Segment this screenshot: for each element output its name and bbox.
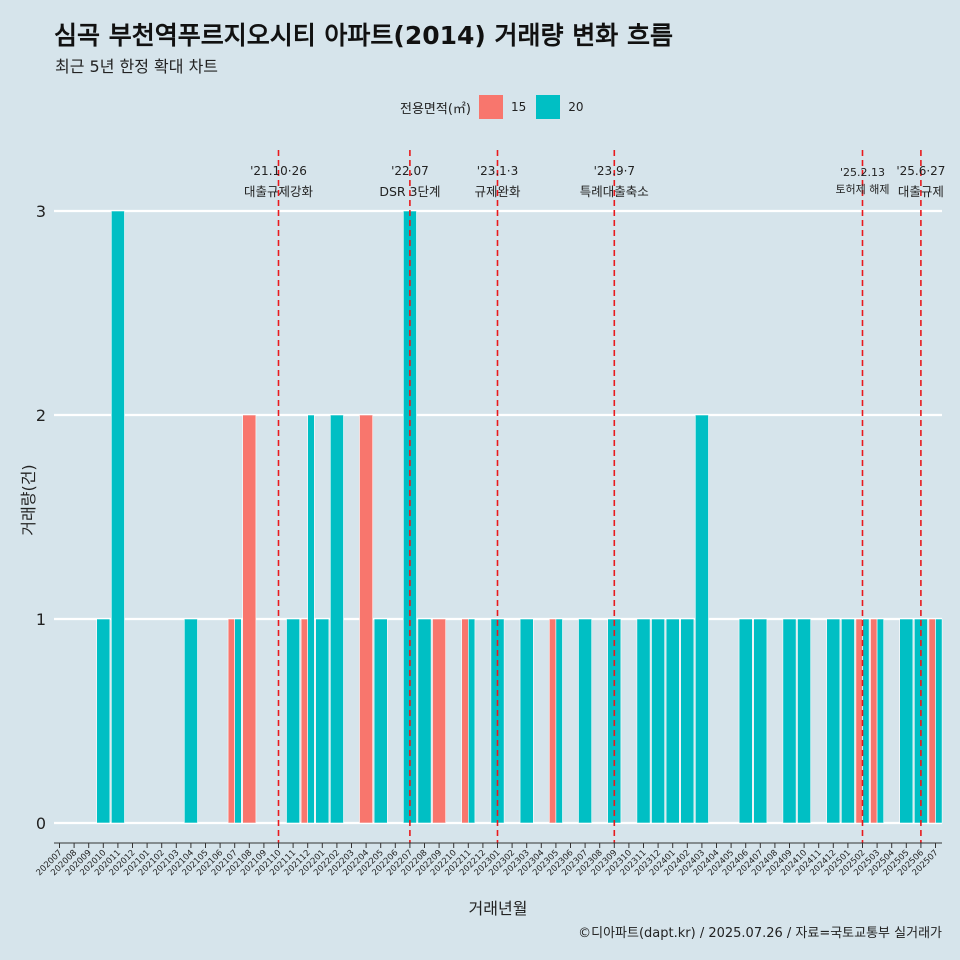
y-tick-label: 0 xyxy=(36,814,46,833)
event-label: 특례대출축소 xyxy=(580,184,649,199)
bar-15 xyxy=(432,618,446,824)
bar-15 xyxy=(227,618,236,824)
legend-label-20: 20 xyxy=(568,100,584,114)
bar-15 xyxy=(461,618,469,824)
bar-20 xyxy=(234,618,242,824)
bar-20 xyxy=(680,618,695,824)
y-tick-label: 2 xyxy=(36,406,46,425)
bar-20 xyxy=(665,618,680,824)
bar-15 xyxy=(300,618,309,824)
bar-20 xyxy=(738,618,753,824)
bar-20 xyxy=(578,618,592,824)
bar-20 xyxy=(96,618,111,824)
bar-15 xyxy=(242,414,257,824)
bar-20 xyxy=(797,618,811,824)
event-date-label: '23.9·7 xyxy=(594,164,635,178)
bar-20 xyxy=(651,618,665,824)
bar-20 xyxy=(184,618,198,824)
bar-20 xyxy=(329,414,344,824)
bar-20 xyxy=(417,618,432,824)
bar-15 xyxy=(928,618,936,824)
bar-20 xyxy=(307,414,315,824)
bar-15 xyxy=(855,618,863,824)
bar-20 xyxy=(753,618,768,824)
event-label: 대출규제 xyxy=(898,184,944,199)
legend: 전용면적(㎡) 15 20 xyxy=(400,93,594,121)
bar-20 xyxy=(286,618,300,824)
event-label: DSR 3단계 xyxy=(379,184,440,199)
legend-key-15 xyxy=(478,95,503,119)
bar-20 xyxy=(782,618,797,824)
bar-20 xyxy=(111,210,125,824)
y-tick-label: 3 xyxy=(36,202,46,221)
legend-title: 전용면적(㎡) xyxy=(400,101,471,117)
event-date-label: '22.07 xyxy=(391,164,429,178)
event-label: 대출규제강화 xyxy=(244,184,314,199)
x-axis-title: 거래년월 xyxy=(469,899,528,918)
bar-20 xyxy=(636,618,651,824)
legend-label-15: 15 xyxy=(510,100,527,114)
bar-20 xyxy=(519,618,534,824)
event-date-label: '25.6·27 xyxy=(896,164,945,178)
bar-20 xyxy=(467,618,476,824)
chart-subtitle: 최근 5년 한정 확대 차트 xyxy=(55,57,219,76)
bar-15 xyxy=(359,414,373,824)
caption: ©디아파트(dapt.kr) / 2025.07.26 / 자료=국토교통부 실… xyxy=(578,926,942,941)
chart-title: 심곡 부천역푸르지오시티 아파트(2014) 거래량 변화 흐름 xyxy=(54,21,673,50)
bar-20 xyxy=(876,618,884,824)
y-tick-label: 1 xyxy=(36,610,46,629)
bar-20 xyxy=(555,618,563,824)
bar-20 xyxy=(935,618,943,824)
event-date-label: '25.2.13 xyxy=(840,166,885,179)
event-date-label: '21.10·26 xyxy=(250,164,307,178)
bar-15 xyxy=(870,618,878,824)
bar-20 xyxy=(373,618,388,824)
legend-key-20 xyxy=(536,95,561,119)
event-date-label: '23.1·3 xyxy=(477,164,518,178)
bar-20 xyxy=(826,618,841,824)
y-axis-title: 거래량(건) xyxy=(19,464,38,535)
bar-20 xyxy=(694,414,709,824)
bar-20 xyxy=(315,618,330,824)
bar-15 xyxy=(548,618,557,824)
event-label: 규제완화 xyxy=(474,184,521,199)
bar-20 xyxy=(899,618,914,824)
bar-20 xyxy=(862,618,870,824)
bar-20 xyxy=(840,618,855,824)
event-label: 토허제 해제 xyxy=(835,182,889,196)
